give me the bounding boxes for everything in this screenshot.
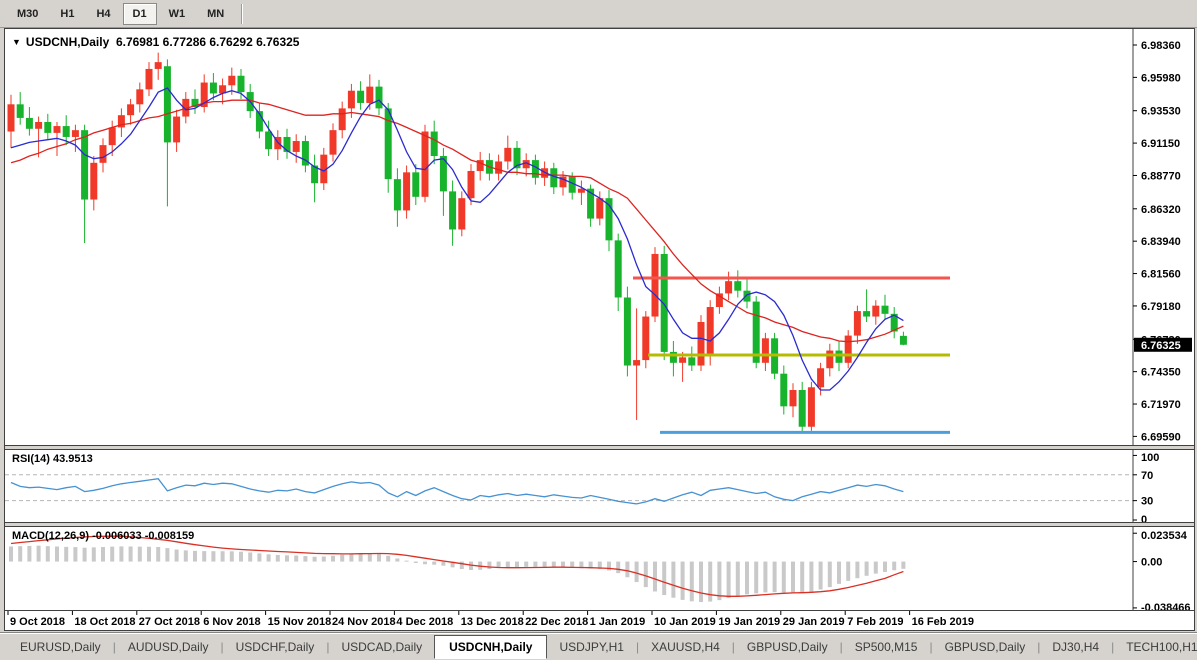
date-axis-label: 19 Jan 2019 xyxy=(718,616,780,628)
tab-separator: | xyxy=(731,639,735,654)
date-axis-label: 15 Nov 2018 xyxy=(268,616,332,628)
tab-separator: | xyxy=(635,639,640,654)
candlestick-chart[interactable]: 6.98360 6.95980 6.93530 6.91150 6.88770 6.863… xyxy=(5,29,1194,445)
price-axis-label: 6.79180 xyxy=(1141,301,1181,313)
price-chart-panel[interactable]: 6.98360 6.95980 6.93530 6.91150 6.88770 6.863… xyxy=(5,29,1194,446)
price-axis-label: 6.81560 xyxy=(1141,269,1181,281)
price-axis-label: 6.88770 xyxy=(1141,170,1181,182)
rsi-axis-label: 30 xyxy=(1141,496,1153,508)
tab-separator: | xyxy=(1037,639,1041,654)
rsi-chart[interactable]: 100 70 30 0 xyxy=(5,450,1194,522)
tab-separator: | xyxy=(220,639,224,654)
date-axis-label: 7 Feb 2019 xyxy=(847,616,903,628)
price-axis-label: 6.71970 xyxy=(1141,399,1181,411)
timeframe-button-m30[interactable]: M30 xyxy=(17,7,39,20)
timeframe-button-h4[interactable]: H4 xyxy=(96,7,111,20)
chart-tab-eurusd-daily[interactable]: EURUSD,Daily xyxy=(20,639,101,654)
rsi-axis-label: 70 xyxy=(1141,470,1153,482)
chart-tab-xauusd-h4[interactable]: XAUUSD,H4 xyxy=(651,639,720,654)
chart-tab-usdchf-daily[interactable]: USDCHF,Daily xyxy=(235,639,315,654)
timeframe-toolbar: M30 H1 H4 D1 W1 MN xyxy=(0,0,1197,28)
date-axis-label: 9 Oct 2018 xyxy=(10,616,65,628)
candles xyxy=(7,52,907,434)
rsi-axis-label: 0 xyxy=(1141,514,1147,522)
price-axis-label: 6.93530 xyxy=(1141,106,1181,118)
chart-tab-gbpusd-daily[interactable]: GBPUSD,Daily xyxy=(746,639,828,654)
chart-tab-usdjpy-h1[interactable]: USDJPY,H1 xyxy=(559,639,624,654)
macd-axis-label: -0.038466 xyxy=(1141,602,1191,610)
chart-tab-tech100-h1[interactable]: TECH100,H1 xyxy=(1126,639,1197,654)
timeframe-button-h1[interactable]: H1 xyxy=(60,7,75,20)
support-resistance-lines[interactable] xyxy=(633,276,950,434)
price-axis-label: 6.83940 xyxy=(1141,236,1181,248)
macd-signal-line xyxy=(10,535,904,597)
macd-panel[interactable]: 0.023534 0.00 -0.038466 MACD(12,26,9) -0.0… xyxy=(5,526,1194,611)
chart-tab-gbpusd-daily[interactable]: GBPUSD,Daily xyxy=(944,639,1026,654)
price-axis-label: 6.95980 xyxy=(1141,72,1181,84)
date-axis-label: 22 Dec 2018 xyxy=(525,616,588,628)
macd-chart[interactable]: 0.023534 0.00 -0.038466 xyxy=(5,527,1194,610)
chart-tab-usdcad-daily[interactable]: USDCAD,Daily xyxy=(341,639,423,654)
rsi-line xyxy=(10,478,904,505)
date-axis-label: 6 Nov 2018 xyxy=(203,616,260,628)
price-axis-label: 6.69590 xyxy=(1141,431,1181,443)
macd-axis-label: 0.023534 xyxy=(1141,530,1188,542)
chart-tab-bar: EURUSD,Daily | AUDUSD,Daily | USDCHF,Daily | U… xyxy=(0,632,1197,660)
rsi-axis-label: 100 xyxy=(1141,452,1159,464)
date-axis-label: 29 Jan 2019 xyxy=(783,616,845,628)
price-axis-label: 6.74350 xyxy=(1141,367,1181,379)
date-axis-label: 13 Dec 2018 xyxy=(461,616,524,628)
chart-tab-sp500-m15[interactable]: SP500,M15 xyxy=(854,639,918,654)
chart-tab-dj30-h4[interactable]: DJ30,H4 xyxy=(1052,639,1100,654)
chart-tab-audusd-daily[interactable]: AUDUSD,Daily xyxy=(127,639,209,654)
chart-frame: 6.98360 6.95980 6.93530 6.91150 6.88770 6.863… xyxy=(4,28,1195,631)
tab-separator: | xyxy=(1111,639,1115,654)
price-axis-label: 6.98360 xyxy=(1141,40,1181,52)
date-axis-label: 18 Oct 2018 xyxy=(74,616,135,628)
chart-tab-usdcnh-daily[interactable]: USDCNH,Daily xyxy=(434,634,548,659)
current-price-tag-value: 6.76325 xyxy=(1141,340,1181,352)
date-axis-label: 16 Feb 2019 xyxy=(912,616,974,628)
timeframe-button-d1[interactable]: D1 xyxy=(122,2,157,25)
date-axis-label: 10 Jan 2019 xyxy=(654,616,716,628)
macd-histogram xyxy=(9,545,906,603)
timeframe-button-w1[interactable]: W1 xyxy=(168,7,186,20)
macd-axis-label: 0.00 xyxy=(1141,557,1162,569)
toolbar-separator xyxy=(241,3,244,24)
ma-slow-line xyxy=(10,99,904,343)
price-axis-label: 6.91150 xyxy=(1141,138,1180,150)
price-axis-label: 6.86320 xyxy=(1141,204,1181,216)
current-price-tag xyxy=(1134,337,1192,352)
date-axis-label: 27 Oct 2018 xyxy=(139,616,200,628)
ma-fast-line xyxy=(10,87,904,391)
date-axis-label: 24 Nov 2018 xyxy=(332,616,396,628)
tab-separator: | xyxy=(326,639,330,654)
tab-separator: | xyxy=(929,639,933,654)
date-axis[interactable]: 9 Oct 2018 18 Oct 2018 27 Oct 2018 6 Nov 20… xyxy=(5,611,1194,630)
rsi-panel[interactable]: 100 70 30 0 RSI(14) 43.9513 xyxy=(5,449,1194,523)
symbol-dropdown-icon[interactable]: ▼ xyxy=(12,37,21,47)
timeframe-button-mn[interactable]: MN xyxy=(207,7,225,20)
date-axis-label: 1 Jan 2019 xyxy=(590,616,646,628)
date-axis-label: 4 Dec 2018 xyxy=(396,616,453,628)
tab-separator: | xyxy=(112,639,116,654)
tab-separator: | xyxy=(839,639,843,654)
